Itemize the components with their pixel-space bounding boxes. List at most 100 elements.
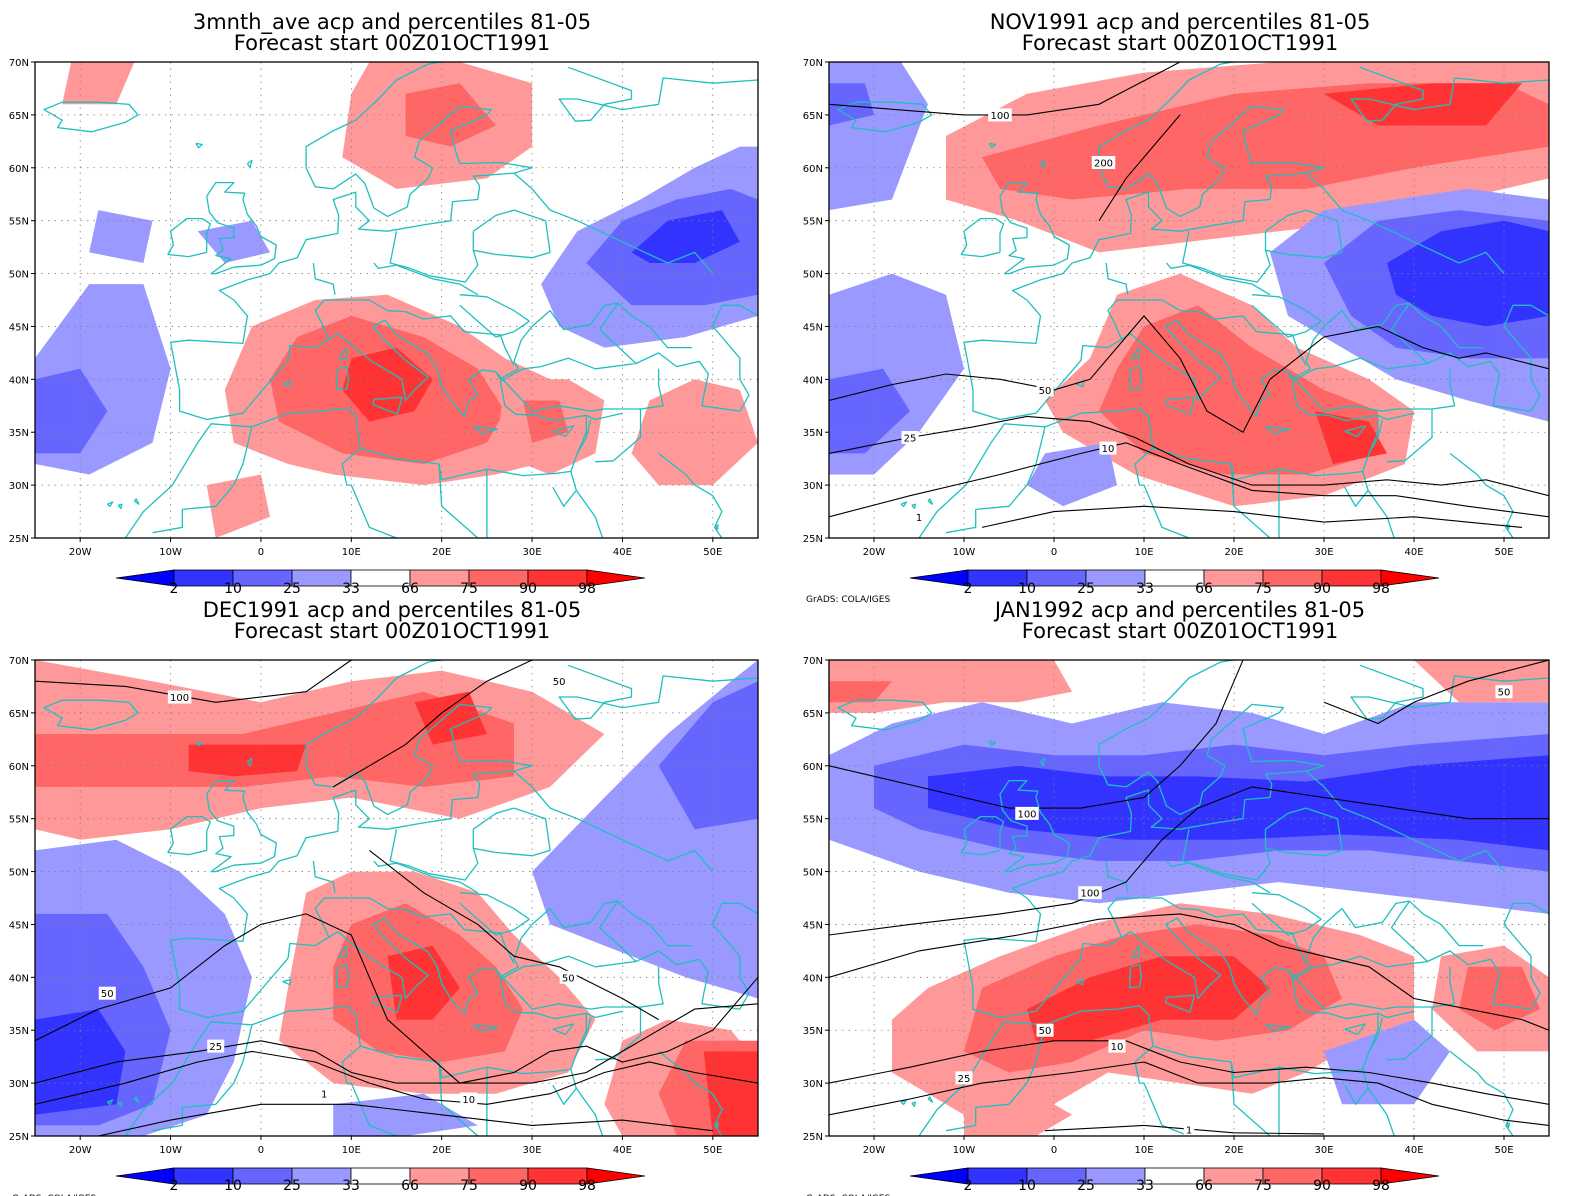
coastline: [975, 426, 1046, 511]
coastline: [1251, 304, 1322, 338]
coastline: [1386, 1007, 1433, 1061]
coastline: [837, 101, 933, 133]
contour-label: 50: [553, 677, 566, 688]
coastline: [837, 699, 933, 731]
coastline: [1368, 419, 1384, 454]
colorbar: 2 10 25 33 66 75 90 98: [909, 1167, 1440, 1194]
coastline: [658, 1050, 696, 1084]
lat-tick-label: 30N: [9, 1079, 29, 1090]
coastline: [963, 660, 1333, 943]
colorbar-level-label: 90: [1313, 581, 1331, 597]
coastline: [595, 409, 642, 463]
panel-title: 3mnth_ave acp and percentiles 81-05: [193, 10, 591, 35]
coastline: [152, 509, 183, 534]
lat-tick-label: 55N: [803, 815, 823, 826]
map-panel-nov1991: NOV1991 acp and percentiles 81-05 Foreca…: [803, 10, 1550, 605]
graticule: [829, 660, 1549, 1136]
colorbar-level-label: 98: [1372, 1178, 1390, 1194]
precip-contour-line: [332, 660, 533, 788]
lon-tick-label: 0: [258, 1145, 264, 1156]
coastline: [1377, 412, 1415, 421]
colorbar-level-label: 25: [1077, 581, 1095, 597]
lat-tick-label: 70N: [9, 58, 29, 69]
coastline: [1134, 1045, 1154, 1084]
panel-subtitle: Forecast start 00Z01OCT1991: [1022, 31, 1338, 55]
coastline: [714, 1122, 719, 1129]
lon-tick-label: 30E: [523, 1145, 542, 1156]
lon-tick-label: 20E: [1224, 547, 1243, 558]
colorbar-level-label: 90: [519, 581, 537, 597]
coastline: [459, 294, 530, 322]
percentile-region: [1459, 966, 1540, 1031]
percentile-region: [1027, 956, 1270, 1041]
coastline: [472, 209, 551, 259]
coastline: [389, 829, 479, 881]
precip-contour-line: [829, 415, 1549, 497]
coastline: [1166, 860, 1271, 894]
precip-contour-line: [1098, 114, 1181, 221]
coastlines: [837, 660, 1549, 1136]
coastline: [1182, 829, 1271, 881]
coastline: [373, 262, 479, 296]
coastline: [1427, 304, 1549, 412]
lat-tick-label: 50N: [803, 270, 823, 281]
coastline: [133, 498, 140, 505]
coastline: [1166, 262, 1271, 296]
precip-contour-line: [35, 660, 352, 703]
colorbar-upper-arrow: [1380, 569, 1440, 587]
coastline: [1506, 524, 1511, 531]
lat-tick-label: 25N: [803, 1132, 823, 1143]
lon-tick-label: 10E: [342, 547, 361, 558]
contour-label: 200: [1094, 158, 1113, 169]
lon-tick-label: 10E: [342, 1145, 361, 1156]
lat-tick-label: 30N: [803, 1079, 823, 1090]
coastline: [1305, 172, 1505, 275]
coastline: [389, 231, 479, 283]
colorbar: 2 10 25 33 66 75 90 98: [909, 569, 1440, 597]
coastline: [206, 779, 277, 873]
colorbar-level-label: 25: [1077, 1178, 1095, 1194]
coastline: [206, 181, 277, 275]
coastline: [1164, 994, 1196, 1013]
colorbar-level-label: 10: [1018, 581, 1036, 597]
contour-label-background: [1091, 155, 1116, 169]
coastline: [341, 1045, 361, 1084]
precip-contours: 100 50 25 10 1 200: [829, 62, 1549, 528]
coastline: [1449, 1050, 1487, 1084]
coastline: [576, 1017, 592, 1052]
coastline: [43, 101, 139, 133]
coastline: [1134, 447, 1154, 486]
panel-subtitle: Forecast start 00Z01OCT1991: [1022, 619, 1338, 643]
percentile-region: [89, 210, 153, 263]
coastline: [1449, 452, 1487, 486]
coastline: [1485, 1082, 1514, 1136]
contour-label-background: [207, 1039, 225, 1053]
coastline: [341, 447, 361, 486]
coastline: [472, 1024, 499, 1032]
lat-tick-label: 50N: [803, 868, 823, 879]
contour-label-background: [1099, 441, 1117, 455]
coastline: [182, 1024, 253, 1109]
lat-tick-label: 65N: [803, 709, 823, 720]
colorbar-level-label: 33: [342, 1178, 360, 1194]
contour-label: 100: [170, 693, 189, 704]
coastline: [1107, 897, 1307, 964]
coastline: [1130, 945, 1141, 958]
coastline: [438, 463, 479, 538]
lon-tick-label: 10W: [953, 1145, 976, 1156]
coastline: [152, 1107, 183, 1132]
contour-label-background: [318, 1087, 330, 1101]
percentile-shading: [829, 62, 1549, 507]
coastline: [459, 902, 530, 936]
coastline: [927, 498, 934, 505]
coastline: [1143, 484, 1190, 538]
percentile-shading: [35, 62, 758, 538]
lat-tick-label: 35N: [9, 1026, 29, 1037]
lon-tick-label: 10E: [1134, 1145, 1153, 1156]
percentile-region: [658, 681, 758, 830]
colorbar-level-label: 33: [1136, 1178, 1154, 1194]
coastline: [117, 503, 123, 510]
grads-credit: GrADS: COLA/IGES: [806, 1194, 890, 1196]
lat-tick-label: 45N: [803, 920, 823, 931]
lat-tick-label: 60N: [9, 762, 29, 773]
